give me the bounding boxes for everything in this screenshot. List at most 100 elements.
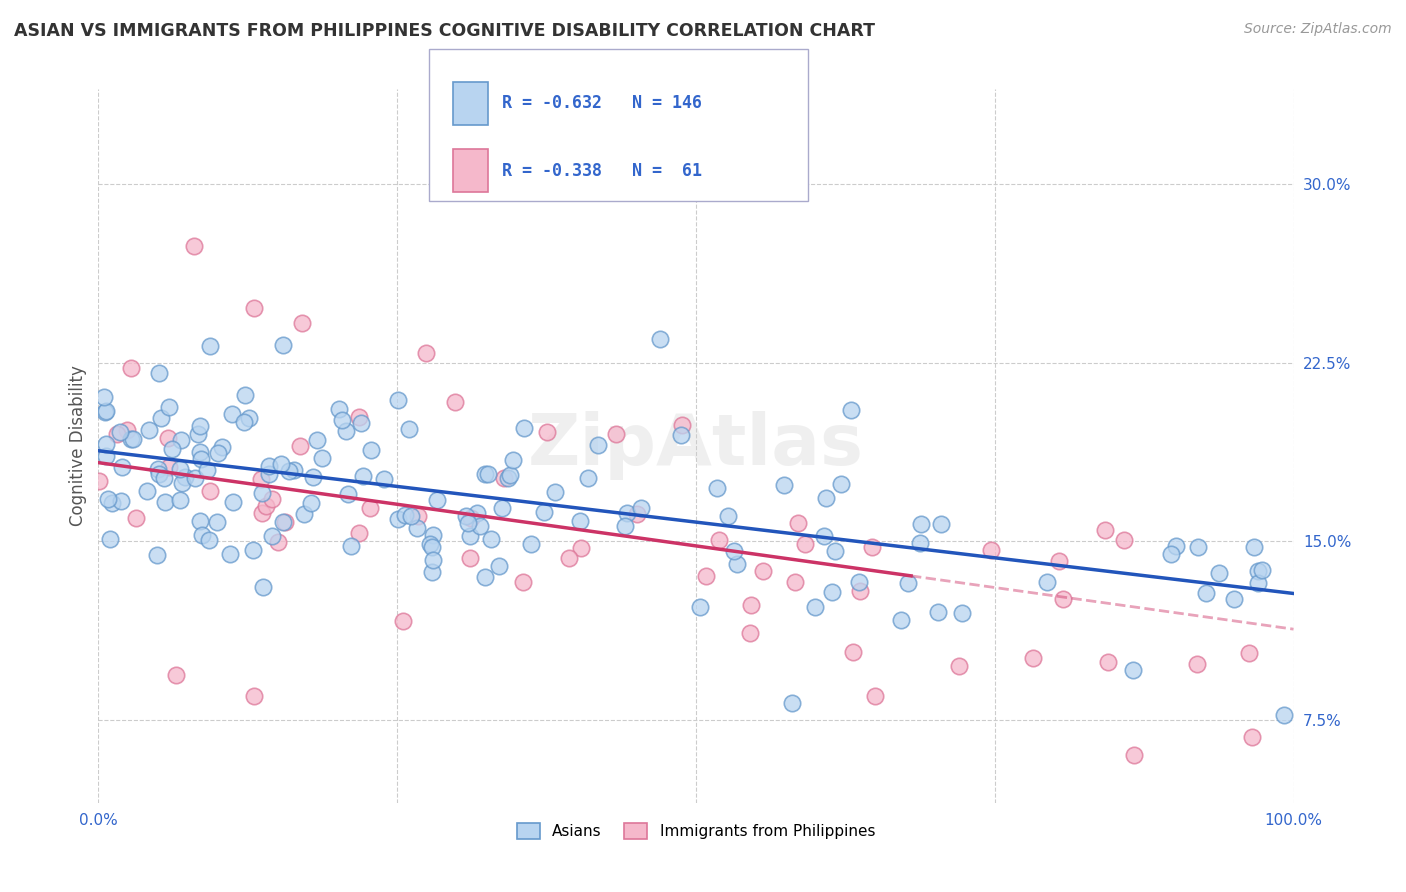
Point (170, 476, 193, 491)
Point (122, 432, 145, 446)
Point (1237, 647, 1260, 661)
Point (153, 495, 176, 509)
Point (198, 483, 221, 498)
Point (252, 506, 274, 520)
Point (426, 493, 449, 508)
Point (1160, 547, 1182, 561)
Point (1247, 564, 1270, 578)
Point (262, 529, 284, 543)
Point (110, 494, 132, 508)
Point (465, 506, 488, 520)
Point (183, 239, 205, 253)
Point (927, 605, 949, 619)
Point (725, 557, 748, 571)
Point (458, 529, 481, 543)
Text: ZipAtlas: ZipAtlas (529, 411, 863, 481)
Point (496, 471, 519, 485)
Point (311, 451, 333, 466)
Point (111, 460, 134, 475)
Point (360, 442, 382, 457)
Point (100, 495, 122, 509)
Point (190, 444, 212, 458)
Point (93, 390, 115, 404)
Point (544, 485, 567, 500)
Point (772, 478, 794, 492)
Point (169, 462, 191, 476)
Point (1164, 539, 1187, 553)
Point (94, 404, 117, 418)
Point (420, 540, 443, 554)
Point (352, 468, 374, 483)
Point (165, 668, 187, 682)
Point (148, 366, 170, 380)
Point (94, 405, 117, 419)
Point (1094, 523, 1116, 537)
Point (1114, 533, 1136, 547)
Point (740, 598, 762, 612)
Point (458, 551, 481, 566)
Point (387, 392, 409, 407)
Point (931, 516, 953, 531)
Point (135, 484, 157, 499)
Point (115, 423, 138, 437)
Point (1122, 748, 1144, 763)
Point (422, 552, 444, 566)
Point (804, 599, 827, 614)
Point (1272, 708, 1295, 723)
Point (457, 516, 479, 530)
Point (1187, 540, 1209, 554)
Text: ASIAN VS IMMIGRANTS FROM PHILIPPINES COGNITIVE DISABILITY CORRELATION CHART: ASIAN VS IMMIGRANTS FROM PHILIPPINES COG… (14, 22, 875, 40)
Point (187, 427, 209, 442)
Point (415, 346, 437, 360)
Point (950, 606, 973, 620)
Point (824, 543, 846, 558)
Point (98, 532, 121, 546)
Point (695, 569, 717, 583)
Point (1022, 651, 1045, 665)
Point (391, 614, 413, 628)
Point (120, 432, 142, 446)
Point (1240, 730, 1263, 744)
Point (259, 458, 281, 473)
Point (205, 516, 228, 530)
Point (278, 464, 301, 478)
Point (460, 511, 482, 525)
Point (259, 467, 281, 482)
Point (1052, 592, 1074, 607)
Point (243, 301, 266, 315)
Point (780, 696, 803, 710)
Point (786, 516, 808, 531)
Point (243, 689, 266, 703)
Point (328, 401, 350, 416)
Point (96, 437, 118, 451)
Point (291, 316, 314, 330)
Point (890, 613, 912, 627)
Point (138, 424, 160, 438)
Point (709, 533, 731, 547)
Point (830, 477, 852, 491)
Point (105, 426, 128, 441)
Point (783, 575, 806, 590)
Point (190, 451, 212, 466)
Point (94, 449, 117, 463)
Point (671, 417, 693, 432)
Point (613, 519, 636, 533)
Point (273, 516, 295, 530)
Point (148, 467, 170, 481)
Point (794, 537, 817, 551)
Point (1223, 592, 1246, 607)
Point (477, 467, 499, 481)
Point (188, 419, 211, 434)
Point (406, 509, 429, 524)
Text: Source: ZipAtlas.com: Source: ZipAtlas.com (1244, 22, 1392, 37)
Point (273, 338, 295, 352)
Point (232, 415, 254, 429)
Point (815, 491, 838, 505)
Point (626, 507, 648, 521)
Point (87, 474, 110, 488)
Point (910, 517, 932, 532)
Point (980, 543, 1002, 558)
Point (170, 433, 193, 447)
Point (405, 520, 427, 534)
Point (474, 570, 496, 584)
